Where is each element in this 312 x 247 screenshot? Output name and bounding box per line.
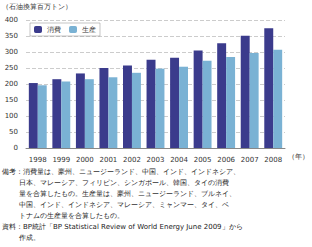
svg-text:1998: 1998: [29, 156, 47, 164]
svg-text:2001: 2001: [99, 156, 117, 164]
svg-text:2002: 2002: [123, 156, 141, 164]
svg-text:トナムの生産量を合算したもの。: トナムの生産量を合算したもの。: [19, 212, 124, 220]
svg-text:2008: 2008: [264, 156, 282, 164]
svg-text:400: 400: [5, 16, 18, 24]
svg-text:備考：消費量は、豪州、ニュージーランド、中国、インド、インド: 備考：消費量は、豪州、ニュージーランド、中国、インド、インドネシア、: [2, 168, 240, 176]
svg-text:250: 250: [5, 64, 18, 72]
svg-text:生産: 生産: [82, 26, 96, 34]
svg-text:2005: 2005: [194, 156, 212, 164]
svg-text:量を合算したもの。生産量は、豪州、ニュージーランド、ブルネイ: 量を合算したもの。生産量は、豪州、ニュージーランド、ブルネイ、: [19, 190, 236, 198]
svg-text:2007: 2007: [241, 156, 259, 164]
svg-text:50: 50: [9, 128, 18, 136]
svg-text:（年）: （年）: [288, 153, 309, 161]
svg-text:150: 150: [5, 96, 18, 104]
svg-text:消費: 消費: [47, 26, 61, 34]
svg-text:2006: 2006: [217, 156, 235, 164]
svg-text:200: 200: [5, 80, 18, 88]
svg-text:（石油換算百万トン）: （石油換算百万トン）: [2, 3, 72, 11]
svg-text:2004: 2004: [170, 156, 188, 164]
svg-text:0: 0: [14, 144, 18, 152]
svg-text:100: 100: [5, 112, 18, 120]
svg-text:日本、マレーシア、フィリピン、シンガポール、韓国、タイの消費: 日本、マレーシア、フィリピン、シンガポール、韓国、タイの消費: [19, 179, 229, 187]
svg-text:中国、インド、インドネシア、マレーシア、ミャンマー、タイ、ベ: 中国、インド、インドネシア、マレーシア、ミャンマー、タイ、ベ: [19, 201, 229, 209]
svg-text:2003: 2003: [147, 156, 165, 164]
svg-text:2000: 2000: [76, 156, 94, 164]
svg-text:1999: 1999: [52, 156, 70, 164]
svg-text:作成。: 作成。: [18, 234, 40, 242]
svg-text:350: 350: [5, 32, 18, 40]
svg-text:資料：BP統計「BP Statistical Review: 資料：BP統計「BP Statistical Review of World E…: [2, 223, 243, 231]
svg-text:300: 300: [5, 48, 18, 56]
